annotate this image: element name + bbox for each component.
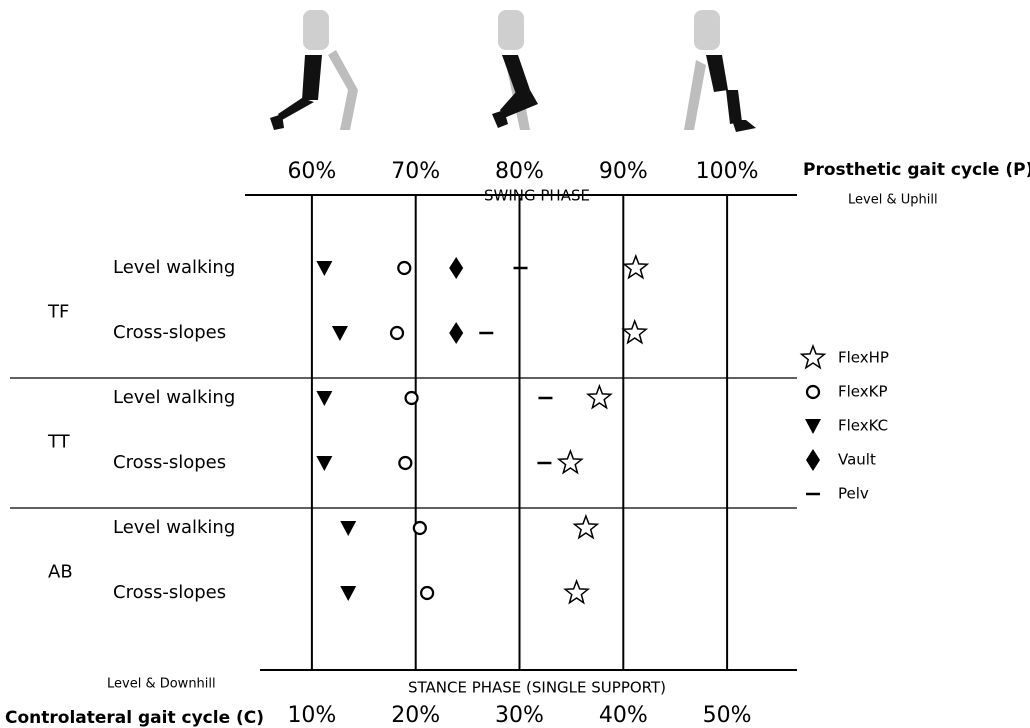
marker-circle	[398, 455, 413, 471]
x-axis-title: Prosthetic gait cycle (P)	[803, 160, 1030, 180]
x2-tick-label: 10%	[287, 703, 336, 728]
leg-figure	[492, 10, 538, 130]
marker-diamond	[449, 322, 464, 344]
row-label: Cross-slopes	[113, 452, 226, 473]
marker-circle	[412, 520, 427, 536]
marker-star	[556, 448, 584, 475]
legend-label: FlexKC	[838, 417, 888, 435]
marker-star	[622, 253, 650, 280]
marker-star	[621, 318, 649, 345]
leg-figure	[684, 10, 756, 132]
marker-triangle	[316, 261, 333, 276]
group-label: AB	[48, 562, 73, 583]
marker-circle	[404, 390, 419, 406]
row-label: Cross-slopes	[113, 322, 226, 343]
x2-tick-label: 20%	[391, 703, 440, 728]
marker-circle	[420, 585, 435, 601]
x-tick-label: 90%	[599, 159, 648, 184]
marker-star	[585, 383, 613, 410]
marker-star	[563, 578, 591, 605]
marker-triangle	[340, 586, 357, 601]
legend-label: Pelv	[838, 485, 869, 503]
x2-tick-label: 40%	[599, 703, 648, 728]
row-label: Level walking	[113, 257, 235, 278]
marker-star	[572, 513, 600, 540]
x-tick-label: 60%	[287, 159, 336, 184]
x2-axis-note: Level & Downhill	[107, 677, 216, 692]
x-tick-label: 70%	[391, 159, 440, 184]
marker-circle	[805, 384, 821, 400]
x-tick-label: 80%	[495, 159, 544, 184]
marker-triangle	[331, 326, 348, 341]
marker-circle	[389, 325, 405, 341]
marker-triangle	[316, 456, 333, 471]
x2-tick-label: 50%	[703, 703, 752, 728]
marker-triangle	[316, 391, 333, 406]
marker-circle	[397, 260, 412, 276]
marker-star	[799, 343, 827, 370]
marker-diamond	[806, 449, 820, 471]
group-label: TT	[47, 432, 71, 453]
marker-triangle	[805, 419, 821, 434]
marker-diamond	[449, 257, 464, 279]
x-tick-label: 100%	[696, 159, 759, 184]
gait-illustrations	[270, 10, 756, 132]
legend-label: Vault	[838, 451, 876, 469]
legend-label: FlexHP	[838, 349, 889, 367]
row-label: Cross-slopes	[113, 582, 226, 603]
marker-triangle	[340, 521, 357, 536]
phase-label: STANCE PHASE (SINGLE SUPPORT)	[408, 679, 666, 697]
x2-tick-label: 30%	[495, 703, 544, 728]
legend-label: FlexKP	[838, 383, 888, 401]
leg-figure	[270, 10, 358, 130]
row-label: Level walking	[113, 517, 235, 538]
group-label: TF	[47, 302, 69, 323]
x2-axis-title: Controlateral gait cycle (C)	[5, 708, 264, 728]
x-axis-note: Level & Uphill	[848, 193, 938, 208]
row-label: Level walking	[113, 387, 235, 408]
